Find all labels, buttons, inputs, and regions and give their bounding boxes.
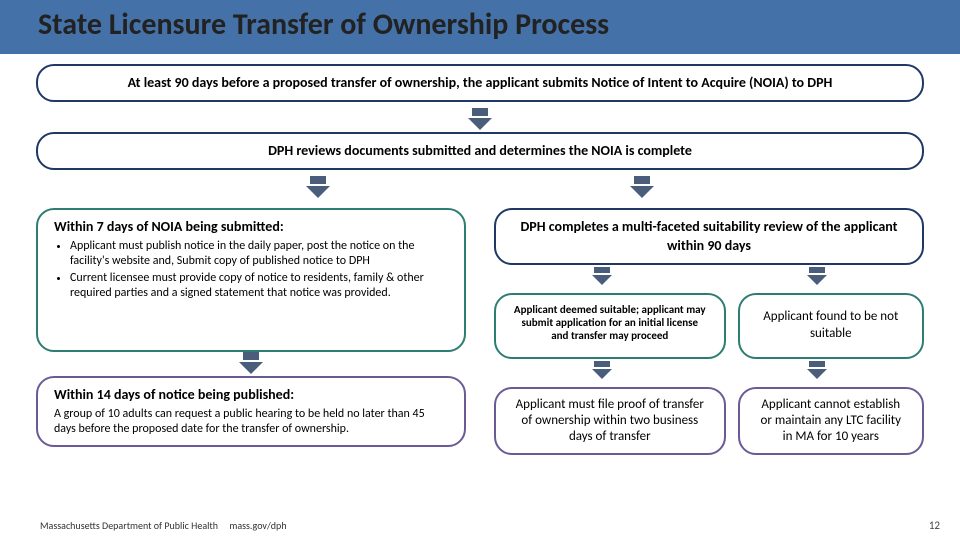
flowchart-content: At least 90 days before a proposed trans… (0, 54, 960, 455)
right-top-text: DPH completes a multi-faceted suitabilit… (512, 218, 906, 254)
arrow-r1 (592, 267, 612, 287)
left1-bullets: Applicant must publish notice in the dai… (54, 239, 448, 301)
left1-box: Within 7 days of NOIA being submitted: A… (36, 208, 466, 352)
left1-heading: Within 7 days of NOIA being submitted: (54, 218, 448, 235)
cannot-box: Applicant cannot establish or maintain a… (738, 387, 924, 456)
left1-bullet-0: Applicant must publish notice in the dai… (70, 239, 448, 269)
arrow-r3 (592, 361, 612, 381)
suitability-row: Applicant deemed suitable; applicant may… (494, 293, 924, 359)
left-column: Within 7 days of NOIA being submitted: A… (36, 208, 466, 455)
arrow-r4 (807, 361, 827, 381)
footer-left: Massachusetts Department of Public Healt… (40, 519, 287, 532)
arrow-left-mid (36, 352, 466, 376)
two-column-row: Within 7 days of NOIA being submitted: A… (36, 208, 924, 455)
suitable-text: Applicant deemed suitable; applicant may… (512, 303, 708, 343)
arrow-1 (36, 108, 924, 132)
notsuitable-text: Applicant found to be not suitable (756, 303, 906, 349)
outcome-row: Applicant must file proof of transfer of… (494, 387, 924, 456)
footer-url: mass.gov/dph (229, 519, 286, 532)
page-title: State Licensure Transfer of Ownership Pr… (38, 6, 609, 43)
arrow-left (306, 176, 330, 200)
cannot-text: Applicant cannot establish or maintain a… (756, 397, 906, 446)
left2-body: A group of 10 adults can request a publi… (54, 407, 448, 437)
right-top-box: DPH completes a multi-faceted suitabilit… (494, 208, 924, 264)
suitable-box: Applicant deemed suitable; applicant may… (494, 293, 726, 359)
arrow-r2 (807, 267, 827, 287)
footer: Massachusetts Department of Public Healt… (40, 519, 940, 532)
left2-heading: Within 14 days of notice being published… (54, 386, 448, 403)
proof-box: Applicant must file proof of transfer of… (494, 387, 726, 456)
notsuitable-box: Applicant found to be not suitable (738, 293, 924, 359)
proof-text: Applicant must file proof of transfer of… (512, 397, 708, 446)
page-number: 12 (929, 519, 940, 532)
left2-box: Within 14 days of notice being published… (36, 376, 466, 447)
right-column: DPH completes a multi-faceted suitabilit… (494, 208, 924, 455)
step1-text: At least 90 days before a proposed trans… (54, 74, 906, 92)
arrow-right (630, 176, 654, 200)
step2-text: DPH reviews documents submitted and dete… (54, 142, 906, 160)
step2-box: DPH reviews documents submitted and dete… (36, 132, 924, 170)
left1-bullet-1: Current licensee must provide copy of no… (70, 271, 448, 301)
step1-box: At least 90 days before a proposed trans… (36, 64, 924, 102)
footer-org: Massachusetts Department of Public Healt… (40, 519, 218, 532)
